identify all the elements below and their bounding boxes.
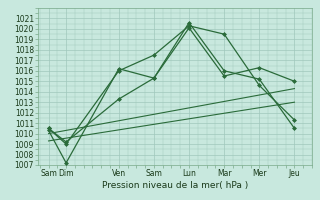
- X-axis label: Pression niveau de la mer( hPa ): Pression niveau de la mer( hPa ): [102, 181, 248, 190]
